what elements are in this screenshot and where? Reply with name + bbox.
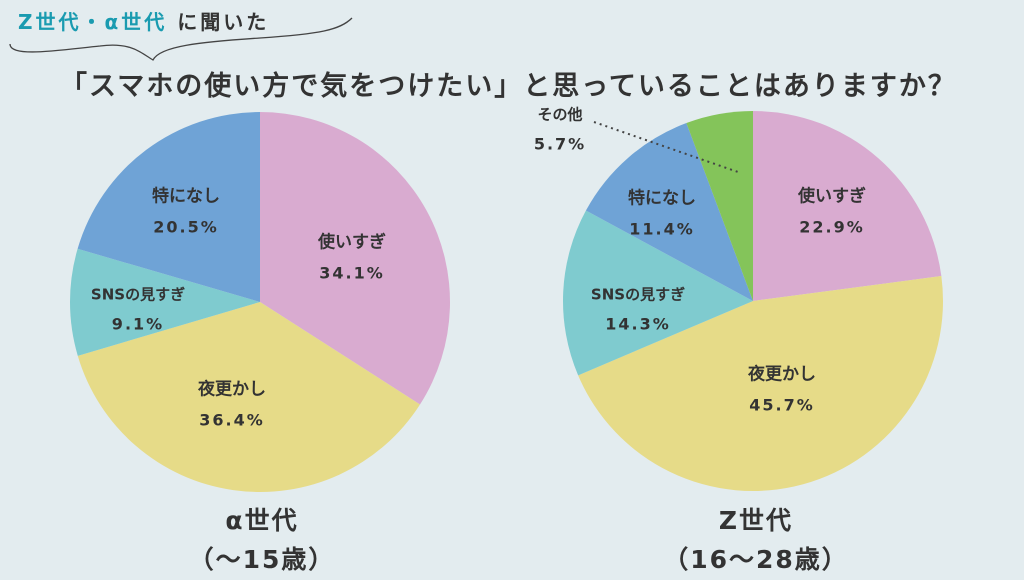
slice-label: 夜更かし 36.4% — [198, 379, 266, 430]
pie-z — [563, 111, 944, 492]
pie-subtitle: （16〜28歳） — [663, 544, 849, 574]
pie-title: Z世代 — [718, 506, 794, 535]
pie-slice-特になし — [77, 112, 261, 302]
pie-slice-特になし — [585, 123, 753, 302]
pie-slice-SNSの見すぎ — [70, 248, 260, 356]
survey-header: Z世代・α世代 に聞いた — [18, 6, 269, 35]
slice-label: SNSの見すぎ 14.3% — [590, 285, 686, 334]
pie-title: α世代 — [225, 506, 299, 535]
slice-label: その他 5.7% — [533, 105, 587, 154]
slice-label: SNSの見すぎ 9.1% — [90, 285, 186, 334]
pie-slice-使いすぎ — [260, 112, 451, 405]
pie-alpha — [70, 112, 451, 493]
brace-decoration — [9, 17, 353, 61]
slice-label: 使いすぎ 22.9% — [798, 186, 866, 237]
header-highlight: Z世代・α世代 — [18, 10, 168, 34]
slice-label: 使いすぎ 34.1% — [318, 232, 386, 283]
generation-label-alpha: α世代 （〜15歳） — [189, 502, 336, 580]
pie-slice-SNSの見すぎ — [563, 210, 753, 376]
pie-slice-使いすぎ — [753, 111, 942, 301]
header-rest: に聞いた — [177, 10, 270, 34]
pie-slice-夜更かし — [578, 276, 944, 492]
pie-slice-その他 — [686, 111, 753, 301]
slice-label: 特になし 11.4% — [628, 188, 696, 239]
other-leader-line — [593, 121, 739, 173]
pie-subtitle: （〜15歳） — [188, 544, 336, 574]
pie-slice-夜更かし — [77, 302, 420, 493]
chart-question-title: 「スマホの使い方で気をつけたい」と思っていることはありますか？ — [60, 71, 957, 102]
slice-label: 夜更かし 45.7% — [748, 364, 816, 415]
generation-label-z: Z世代 （16〜28歳） — [663, 502, 849, 580]
slice-label: 特になし 20.5% — [152, 186, 220, 237]
